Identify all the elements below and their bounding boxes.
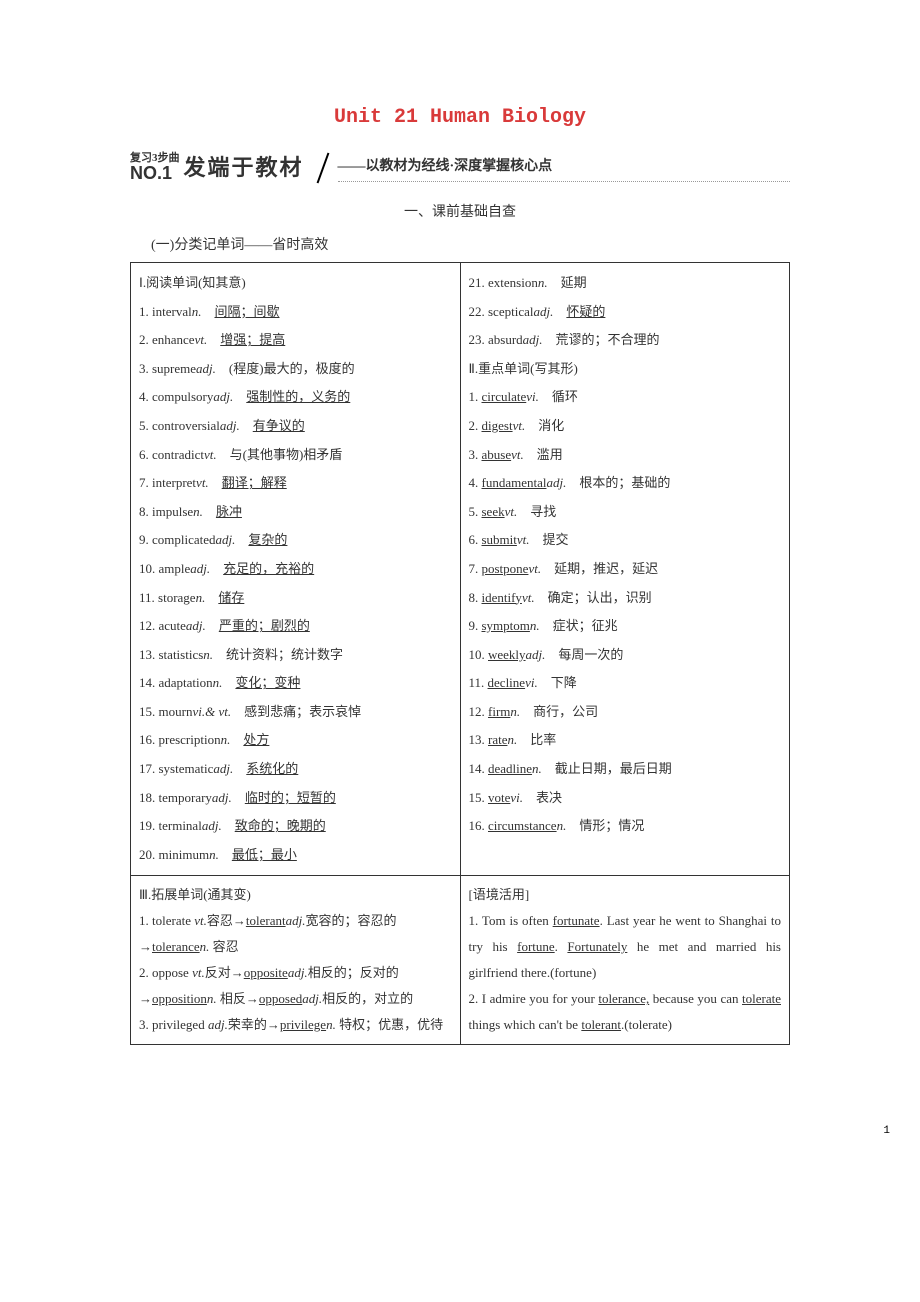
vocab-table: Ⅰ.阅读单词(知其意)1. intervaln. 间隔；间歇2. enhance… — [130, 262, 790, 1045]
slash-divider — [310, 154, 338, 182]
section-no: NO.1 — [130, 164, 180, 184]
section-sub: ——以教材为经线·深度掌握核心点 — [338, 154, 790, 182]
section-title: 发端于教材 — [184, 148, 304, 188]
page-title: Unit 21 Human Biology — [130, 100, 790, 136]
pre-heading: 一、课前基础自查 — [130, 200, 790, 225]
vocab-cell-left-2: Ⅲ.拓展单词(通其变)1. tolerate vt.容忍→tolerantadj… — [131, 876, 461, 1045]
section-header: 复习3步曲 NO.1 发端于教材 ——以教材为经线·深度掌握核心点 — [130, 148, 790, 188]
vocab-cell-left-1: Ⅰ.阅读单词(知其意)1. intervaln. 间隔；间歇2. enhance… — [131, 262, 461, 875]
sub-heading: (一)分类记单词——省时高效 — [130, 233, 790, 258]
vocab-cell-right-1: 21. extensionn. 延期22. scepticaladj. 怀疑的2… — [460, 262, 790, 875]
page-number: 1 — [0, 1105, 920, 1137]
vocab-cell-right-2: [语境活用]1. Tom is often fortunate. Last ye… — [460, 876, 790, 1045]
